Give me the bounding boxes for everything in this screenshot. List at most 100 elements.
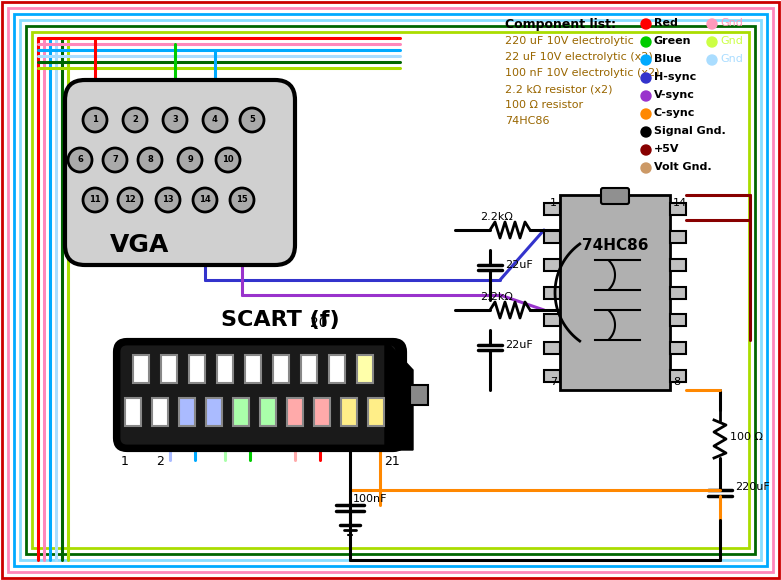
Bar — [329, 355, 345, 383]
Circle shape — [641, 91, 651, 101]
Circle shape — [641, 109, 651, 119]
Circle shape — [641, 127, 651, 137]
Bar — [544, 370, 560, 382]
Bar — [152, 398, 168, 426]
Circle shape — [163, 108, 187, 132]
Text: 8: 8 — [673, 377, 680, 387]
Polygon shape — [385, 340, 413, 450]
Text: 74HC86: 74HC86 — [505, 116, 550, 126]
Circle shape — [641, 19, 651, 29]
Bar — [544, 287, 560, 299]
Bar — [670, 342, 686, 354]
Text: 100 nF 10V electrolytic (x2): 100 nF 10V electrolytic (x2) — [505, 68, 659, 78]
Text: 2.2 kΩ resistor (x2): 2.2 kΩ resistor (x2) — [505, 84, 612, 94]
Text: 100 Ω resistor: 100 Ω resistor — [505, 100, 583, 110]
Bar — [125, 398, 141, 426]
Text: 7: 7 — [550, 377, 557, 387]
Bar — [670, 370, 686, 382]
Bar — [544, 342, 560, 354]
Text: Component list:: Component list: — [505, 18, 616, 31]
Text: 7: 7 — [112, 155, 118, 165]
FancyBboxPatch shape — [119, 344, 397, 446]
Circle shape — [103, 148, 127, 172]
Bar — [544, 203, 560, 215]
Bar — [245, 355, 261, 383]
Text: Red: Red — [654, 18, 678, 28]
Text: 2.2kΩ: 2.2kΩ — [480, 212, 513, 222]
Bar — [544, 259, 560, 271]
Bar — [217, 355, 233, 383]
Text: 11: 11 — [89, 195, 101, 205]
Circle shape — [68, 148, 92, 172]
Text: 5: 5 — [249, 115, 255, 125]
Bar — [368, 398, 384, 426]
Text: Gnd: Gnd — [720, 18, 743, 28]
Circle shape — [83, 188, 107, 212]
Text: 15: 15 — [236, 195, 248, 205]
Circle shape — [707, 37, 717, 47]
Text: 4: 4 — [212, 115, 218, 125]
FancyBboxPatch shape — [115, 340, 405, 450]
Text: 1: 1 — [92, 115, 98, 125]
Text: 10: 10 — [222, 155, 234, 165]
Circle shape — [118, 188, 142, 212]
Text: 220uF: 220uF — [735, 482, 770, 492]
Circle shape — [123, 108, 147, 132]
Text: 74HC86: 74HC86 — [582, 237, 648, 252]
Text: Gnd: Gnd — [720, 36, 743, 46]
Bar — [273, 355, 289, 383]
Bar — [179, 398, 195, 426]
Text: Signal Gnd.: Signal Gnd. — [654, 126, 726, 136]
Circle shape — [641, 145, 651, 155]
Text: 21: 21 — [384, 455, 400, 468]
Circle shape — [216, 148, 240, 172]
Bar — [133, 355, 149, 383]
Bar — [560, 195, 670, 390]
Bar — [544, 314, 560, 327]
Circle shape — [240, 108, 264, 132]
Circle shape — [707, 19, 717, 29]
Bar — [341, 398, 357, 426]
Bar — [357, 355, 373, 383]
Bar — [670, 203, 686, 215]
Bar — [189, 355, 205, 383]
Bar — [206, 398, 222, 426]
Circle shape — [641, 163, 651, 173]
Text: 14: 14 — [673, 198, 687, 208]
Text: 22 uF 10V electrolytic (x2): 22 uF 10V electrolytic (x2) — [505, 52, 653, 62]
Text: 220 uF 10V electrolytic: 220 uF 10V electrolytic — [505, 36, 633, 46]
Bar — [670, 314, 686, 327]
FancyBboxPatch shape — [65, 80, 295, 265]
Text: 12: 12 — [124, 195, 136, 205]
Bar — [410, 385, 428, 405]
Text: 2: 2 — [156, 455, 164, 468]
Text: 22uF: 22uF — [505, 340, 533, 350]
Bar — [301, 355, 317, 383]
Text: Volt Gnd.: Volt Gnd. — [654, 162, 711, 172]
Text: 13: 13 — [162, 195, 174, 205]
Text: 1: 1 — [121, 455, 129, 468]
Circle shape — [641, 37, 651, 47]
Bar — [32, 32, 749, 548]
Bar — [670, 287, 686, 299]
Text: 1: 1 — [550, 198, 557, 208]
Text: 22uF: 22uF — [505, 260, 533, 270]
Circle shape — [83, 108, 107, 132]
Text: Green: Green — [654, 36, 691, 46]
Circle shape — [707, 55, 717, 65]
Text: 8: 8 — [147, 155, 153, 165]
Text: 9: 9 — [187, 155, 193, 165]
Bar — [287, 398, 303, 426]
Bar — [670, 259, 686, 271]
Bar — [670, 231, 686, 243]
Text: 2.2kΩ: 2.2kΩ — [480, 292, 513, 302]
Bar — [544, 231, 560, 243]
Bar — [314, 398, 330, 426]
Circle shape — [230, 188, 254, 212]
Circle shape — [203, 108, 227, 132]
Circle shape — [178, 148, 202, 172]
Text: 100 Ω: 100 Ω — [730, 432, 763, 442]
Text: 2: 2 — [132, 115, 138, 125]
Text: +5V: +5V — [654, 144, 679, 154]
Circle shape — [156, 188, 180, 212]
